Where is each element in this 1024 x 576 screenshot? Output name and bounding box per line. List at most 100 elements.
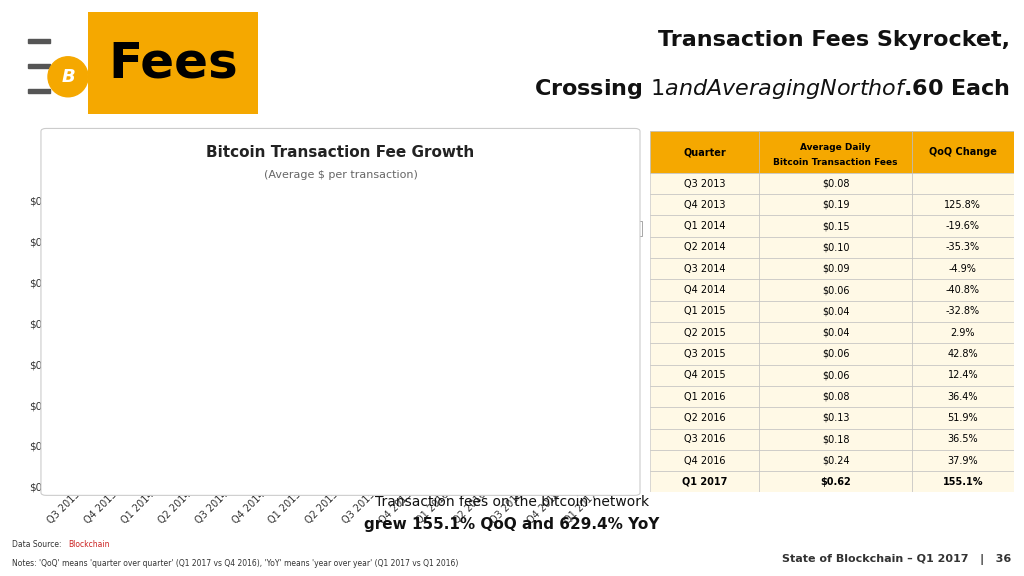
Bar xyxy=(912,194,1014,215)
Bar xyxy=(912,131,1014,173)
Bar xyxy=(650,386,760,407)
Bar xyxy=(760,131,912,173)
Text: Q1 2015: Q1 2015 xyxy=(684,306,726,316)
Text: -4.9%: -4.9% xyxy=(949,264,977,274)
Bar xyxy=(760,429,912,450)
Bar xyxy=(650,131,760,173)
Bar xyxy=(218,450,241,487)
Text: 2.9%: 2.9% xyxy=(950,328,975,338)
Bar xyxy=(760,173,912,194)
Bar xyxy=(760,343,912,365)
Text: $0.06: $0.06 xyxy=(822,370,849,380)
Text: Q1 2017: Q1 2017 xyxy=(682,477,727,487)
Text: $0.10: $0.10 xyxy=(822,242,849,252)
Text: Transaction Fees Skyrocket,: Transaction Fees Skyrocket, xyxy=(658,29,1010,50)
Text: $0.24: $0.24 xyxy=(822,456,850,465)
Circle shape xyxy=(48,57,88,97)
Text: Data Source:: Data Source: xyxy=(12,540,65,550)
Text: Average Daily: Average Daily xyxy=(801,143,871,151)
Bar xyxy=(366,462,389,487)
Bar xyxy=(650,258,760,279)
Bar xyxy=(760,322,912,343)
Bar xyxy=(28,89,50,93)
Bar xyxy=(912,365,1014,386)
Text: Blockchain: Blockchain xyxy=(69,540,111,550)
Text: Q1 2014: Q1 2014 xyxy=(684,221,726,231)
Text: Q4 2016: Q4 2016 xyxy=(684,456,726,465)
Bar xyxy=(760,471,912,492)
Bar xyxy=(912,279,1014,301)
Text: (Average $ per transaction): (Average $ per transaction) xyxy=(263,170,418,180)
Text: 51.9%: 51.9% xyxy=(947,413,978,423)
Text: -35.3%: -35.3% xyxy=(946,242,980,252)
Text: Bitcoin Transaction Fees: Bitcoin Transaction Fees xyxy=(773,158,898,167)
Bar xyxy=(650,301,760,322)
Bar xyxy=(650,429,760,450)
Bar xyxy=(760,215,912,237)
Bar xyxy=(912,237,1014,258)
Text: $0.08: $0.08 xyxy=(822,179,849,188)
Bar xyxy=(650,194,760,215)
Text: 42.8%: 42.8% xyxy=(947,349,978,359)
Text: $0.09: $0.09 xyxy=(822,264,849,274)
Text: 125.8%: 125.8% xyxy=(944,200,981,210)
Text: Q3 2014: Q3 2014 xyxy=(684,264,726,274)
Bar xyxy=(760,194,912,215)
Text: Fees: Fees xyxy=(109,39,238,87)
Text: Q2 2016: Q2 2016 xyxy=(684,413,726,423)
Bar xyxy=(477,434,500,487)
Bar xyxy=(650,215,760,237)
Bar xyxy=(912,429,1014,450)
Text: $0.04: $0.04 xyxy=(822,328,849,338)
Text: $0.18: $0.18 xyxy=(822,434,849,444)
Bar xyxy=(514,413,537,487)
Text: -19.6%: -19.6% xyxy=(946,221,980,231)
Text: 36.4%: 36.4% xyxy=(947,392,978,401)
Text: State of Blockchain – Q1 2017   |   36: State of Blockchain – Q1 2017 | 36 xyxy=(782,554,1012,565)
Bar xyxy=(912,386,1014,407)
Text: Q3 2015: Q3 2015 xyxy=(684,349,726,359)
Bar xyxy=(181,446,204,487)
Text: Q4 2014: Q4 2014 xyxy=(684,285,726,295)
Bar xyxy=(760,450,912,471)
Text: Q1 2016: Q1 2016 xyxy=(684,392,726,401)
Bar xyxy=(255,462,279,487)
Text: $0.06: $0.06 xyxy=(822,349,849,359)
Bar xyxy=(144,426,167,487)
Bar xyxy=(551,389,573,487)
Text: -40.8%: -40.8% xyxy=(946,285,980,295)
Text: QoQ Change: QoQ Change xyxy=(929,147,996,157)
Bar xyxy=(402,462,426,487)
Bar xyxy=(760,258,912,279)
Text: Q2 2015: Q2 2015 xyxy=(684,328,726,338)
Text: Transaction fees on the bitcoin network: Transaction fees on the bitcoin network xyxy=(375,495,649,509)
Bar xyxy=(650,173,760,194)
Text: $0.15: $0.15 xyxy=(822,221,850,231)
Bar xyxy=(28,64,50,68)
Bar xyxy=(912,343,1014,365)
Bar xyxy=(88,13,258,114)
Bar xyxy=(588,233,610,487)
Text: Q2 2014: Q2 2014 xyxy=(684,242,726,252)
Text: Q4 2015: Q4 2015 xyxy=(684,370,726,380)
Text: Bitcoin Transaction Fee Growth: Bitcoin Transaction Fee Growth xyxy=(207,145,474,160)
Bar xyxy=(329,471,352,487)
Bar xyxy=(650,343,760,365)
Bar xyxy=(28,39,50,43)
Bar xyxy=(912,450,1014,471)
Bar xyxy=(650,322,760,343)
Bar xyxy=(760,386,912,407)
Bar xyxy=(760,301,912,322)
Text: 37.9%: 37.9% xyxy=(947,456,978,465)
Text: Crossing $1 and Averaging North of $.60 Each: Crossing $1 and Averaging North of $.60 … xyxy=(534,77,1010,101)
Text: B: B xyxy=(61,68,75,86)
Text: 36.5%: 36.5% xyxy=(947,434,978,444)
Text: $0.62: $0.62 xyxy=(612,223,640,233)
Bar xyxy=(650,471,760,492)
Bar xyxy=(650,237,760,258)
Text: $0.04: $0.04 xyxy=(822,306,849,316)
Text: grew 155.1% QoQ and 629.4% YoY: grew 155.1% QoQ and 629.4% YoY xyxy=(365,517,659,532)
Text: $0.08: $0.08 xyxy=(822,392,849,401)
Bar xyxy=(760,407,912,429)
Bar xyxy=(440,454,463,487)
